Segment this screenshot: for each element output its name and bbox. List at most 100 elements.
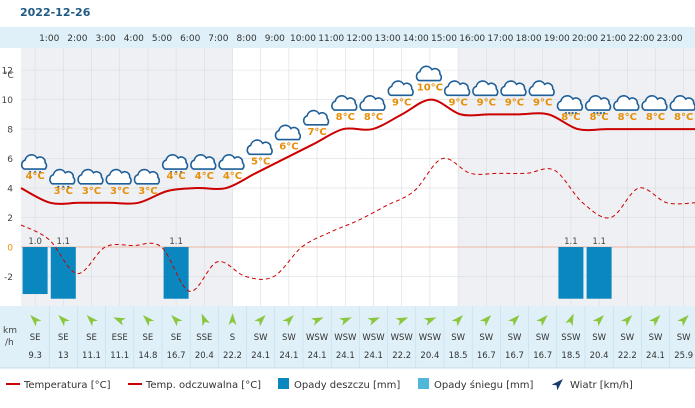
rain-drop (34, 170, 37, 174)
rain-drop (593, 111, 596, 115)
wind-arrow-icon (228, 313, 237, 325)
wind-direction: SW (592, 333, 606, 343)
wind-speed: 16.7 (477, 351, 496, 361)
wind-band (0, 306, 695, 368)
y-tick-label: 0 (7, 244, 13, 254)
wind-direction: WSW (362, 333, 385, 343)
rain-bar (50, 247, 76, 299)
hour-label: 18:00 (516, 34, 542, 44)
wind-row: km/h SE9.3SE13SE11.1ESE11.1SE14.8SE16.7SS… (3, 313, 693, 361)
snow-square-icon (418, 378, 429, 389)
rain-drop (29, 170, 32, 174)
temperature-label: 8°C (646, 112, 665, 123)
wind-speed: 18.5 (561, 351, 580, 361)
hour-label: 22:00 (628, 34, 654, 44)
wind-arrow-icon (282, 315, 294, 327)
rain-bars: 1.0 1.1 1.1 1.1 1.1 (22, 237, 612, 299)
temperature-label: 8°C (589, 112, 608, 123)
cloud-icon (443, 80, 471, 97)
weather-icons: 4°C 3°C 3°C 3°C 3°C 4°C 4°C 4°C 5°C 6°C 7°C 8°C 8°C 9… (20, 65, 695, 197)
wind-direction: SW (508, 333, 522, 343)
hour-label: 16:00 (459, 34, 485, 44)
cloud-icon (331, 95, 358, 111)
rain-bar (558, 247, 584, 299)
cloud-shape (105, 168, 132, 185)
cloud-shape (584, 95, 612, 111)
cloud-icon (190, 154, 217, 170)
wind-arrow-shape (508, 315, 520, 327)
hour-label: 17:00 (487, 34, 513, 44)
wind-arrow-shape (551, 379, 563, 391)
wind-arrow-shape (395, 317, 409, 326)
wind-direction: SW (620, 333, 634, 343)
cloud-shape (20, 154, 48, 170)
hour-label: 4:00 (124, 34, 144, 44)
chart-background (0, 27, 695, 369)
wind-arrow-icon (58, 315, 70, 327)
y-axis-strip (0, 48, 21, 306)
wind-direction: WSW (306, 333, 329, 343)
wind-arrow-shape (536, 315, 548, 327)
cloud-shape (443, 80, 471, 97)
hour-label: 11:00 (318, 34, 344, 44)
wind-arrow-shape (565, 313, 574, 327)
wind-arrow-icon (201, 313, 210, 327)
wind-direction: SW (677, 333, 691, 343)
wind-speed: 20.4 (590, 351, 609, 361)
wind-speed: 11.1 (82, 351, 101, 361)
rain-label: 1.0 (28, 237, 42, 247)
wind-speed: 24.1 (646, 351, 665, 361)
y-tick-label: 12 (2, 67, 13, 77)
y-tick-label: 8 (7, 126, 13, 136)
wind-arrow-icon (30, 315, 42, 327)
wind-arrow-shape (451, 315, 464, 327)
wind-speed: 13 (58, 351, 69, 361)
wind-speed: 16.7 (167, 351, 186, 361)
wind-arrow-shape (620, 315, 633, 327)
wind-direction: WSW (419, 333, 442, 343)
temperature-label: 4°C (166, 171, 185, 182)
temperature-label: 10°C (417, 83, 443, 94)
wind-speed: 22.2 (618, 351, 637, 361)
rain-drop (39, 170, 42, 174)
temperature-label: 6°C (279, 142, 298, 153)
cloud-shape (613, 95, 640, 111)
wind-arrow-icon (592, 315, 605, 327)
cloud-shape (472, 80, 499, 97)
cloud-shape (49, 168, 76, 185)
wind-arrow-shape (677, 315, 689, 327)
y-tick-label: 4 (7, 185, 13, 195)
wind-direction: SSW (561, 333, 581, 343)
wind-speed: 20.4 (195, 351, 214, 361)
temperature-lines (20, 98, 695, 292)
wind-arrow-shape (113, 317, 126, 326)
wind-direction: SW (479, 333, 493, 343)
rain-drop (57, 185, 60, 188)
wind-arrow-icon (677, 315, 689, 327)
cloud-shape (133, 168, 161, 185)
wind-speed: 24.1 (279, 351, 298, 361)
wind-unit-km: km (3, 326, 17, 336)
cloud-shape (415, 65, 443, 82)
hour-label: 5:00 (152, 34, 172, 44)
hour-label: 23:00 (657, 34, 683, 44)
cloud-rain-icon (49, 168, 76, 188)
cloud-shape (641, 95, 668, 111)
wind-arrow-icon (113, 317, 126, 326)
wind-speed: 20.4 (420, 351, 439, 361)
wind-arrow-icon (423, 317, 437, 326)
wind-direction: SE (30, 333, 41, 343)
rain-drop (603, 111, 606, 115)
rain-label: 1.1 (564, 237, 578, 247)
wind-speed: 11.1 (110, 351, 129, 361)
wind-speed: 14.8 (138, 351, 157, 361)
wind-direction: SW (536, 333, 550, 343)
rain-drop (67, 185, 70, 188)
rain-drop (180, 170, 183, 174)
wind-speed: 24.1 (251, 351, 270, 361)
temperature-label: 3°C (82, 186, 101, 197)
wind-arrow-shape (479, 315, 492, 327)
cloud-shape (218, 154, 245, 170)
wind-speed: 9.3 (28, 351, 42, 361)
